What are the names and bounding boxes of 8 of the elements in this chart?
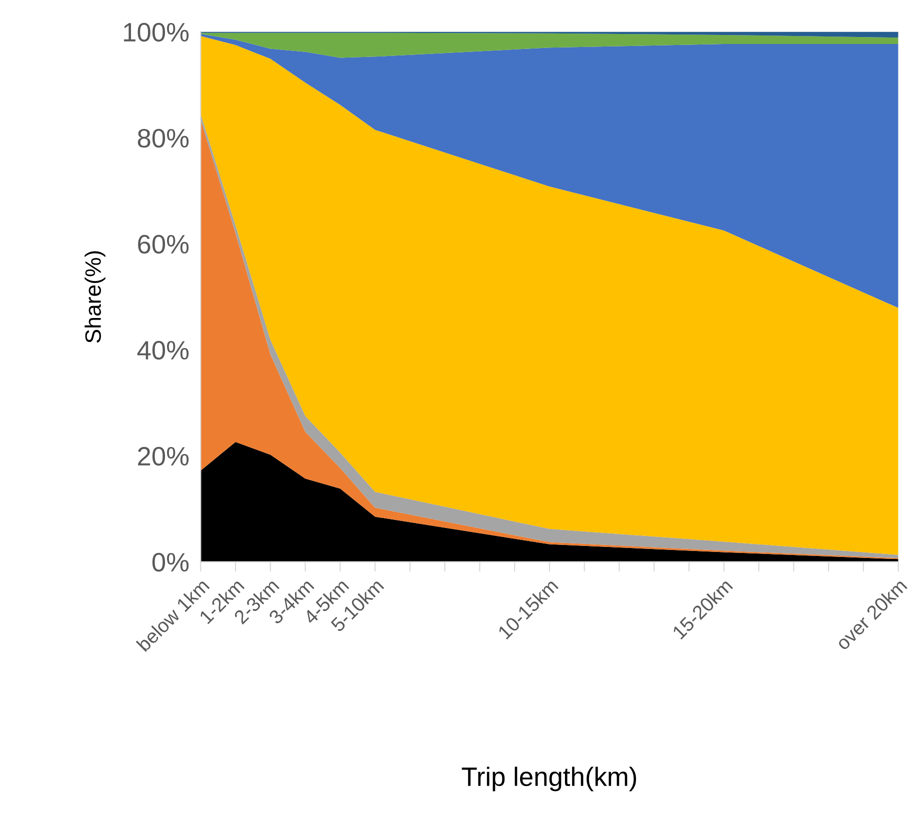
y-tick-label: 20%	[138, 446, 189, 466]
x-axis-title: Trip length(km)	[462, 766, 636, 792]
y-tick-label: 0%	[152, 552, 189, 572]
y-tick-label: 80%	[138, 128, 189, 148]
y-tick-label: 100%	[124, 22, 189, 42]
y-tick-label: 40%	[137, 340, 189, 360]
y-tick-label: 60%	[138, 234, 189, 254]
y-axis-title: Share(%)	[84, 251, 106, 343]
